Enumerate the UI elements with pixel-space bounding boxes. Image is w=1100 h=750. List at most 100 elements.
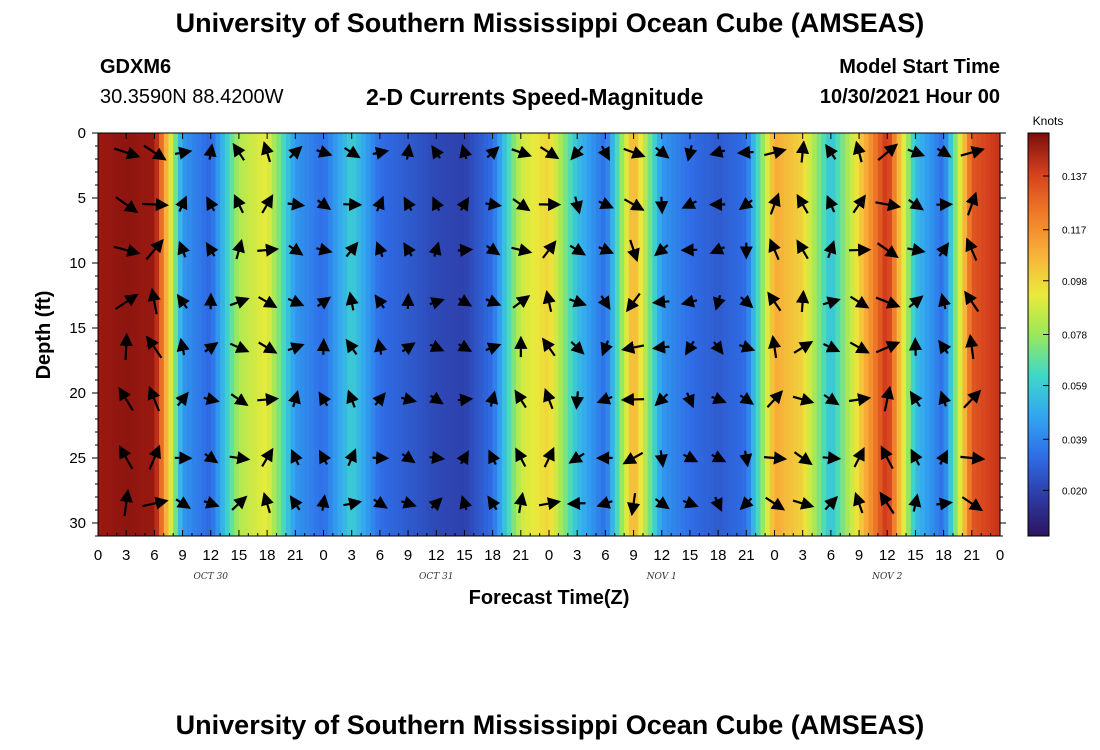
heatmap-cell [426,133,433,536]
current-vector [964,290,980,313]
x-tick-label: 18 [484,547,501,564]
heatmap-cell [628,133,635,536]
current-vector [880,385,894,412]
current-vector [684,145,698,162]
heatmap-cell [393,133,400,536]
current-vector [654,496,670,510]
current-vector [374,294,388,309]
x-tick-label: 0 [94,547,102,564]
current-vector [261,491,274,514]
heatmap-cell [417,133,423,536]
current-vector [203,143,217,160]
current-vector [143,144,167,161]
current-vector [290,449,303,466]
heatmap-cell [765,133,771,536]
heatmap-cell [619,133,625,536]
current-vector [764,146,787,160]
current-vector [682,450,699,463]
heatmap-cell [938,133,945,536]
heatmap-cell [276,133,282,536]
current-vector [403,242,416,257]
current-vector [908,295,924,309]
current-vector [459,143,472,160]
current-vector [875,296,901,309]
current-vector [401,392,418,405]
colorbar-tick-label: 0.020 [1062,486,1087,497]
colorbar-units: Knots [1033,114,1064,128]
heatmap-cell [882,133,888,536]
heatmap-cell [633,133,639,536]
heatmap-cell [469,133,475,536]
chart-subtitle: 2-D Currents Speed-Magnitude [366,84,704,110]
current-vector [316,494,330,511]
heatmap-cell [539,133,545,536]
heatmap-cell [234,133,240,536]
current-vector [119,332,133,361]
heatmap-cell [962,133,968,536]
current-vector [597,145,610,161]
current-vector [596,496,613,509]
current-vector [148,444,161,470]
heatmap-cell [906,133,912,536]
current-vector [598,242,615,255]
heatmap-cell [934,133,940,536]
current-vector [651,340,670,354]
current-vector [230,393,249,407]
heatmap-cell [173,133,179,536]
current-vector [908,493,922,512]
x-tick-label: 21 [512,547,529,564]
current-vector [231,495,248,511]
heatmap-cell [487,133,494,536]
current-vector [738,196,754,211]
current-vector [318,449,332,465]
heatmap-cell [779,133,785,536]
heatmap-layer [98,133,1001,536]
current-vector [907,145,926,158]
current-vector [795,289,810,313]
heatmap-cell [408,133,414,536]
current-vector [825,194,839,213]
currents-chart: 0 3 6 9 12 15 18 21 0 3 6 9 12 15 18 21 0 3 6 9 12 15 18 21 0 3 6 9… [33,114,1087,609]
x-tick-label: 21 [738,547,755,564]
current-vector [541,337,556,357]
heatmap-cell [783,133,790,536]
heatmap-cell [140,133,146,536]
current-vector [205,242,219,257]
heatmap-cell [929,133,935,536]
current-vector [487,495,501,511]
current-vector [711,391,727,405]
heatmap-cell [943,133,949,536]
heatmap-cell [318,133,325,536]
current-vector [485,342,502,355]
current-vector [431,144,445,160]
current-vector [203,342,219,356]
current-vector [457,339,473,352]
current-vector [175,391,189,407]
y-axis-label: Depth (ft) [33,291,55,380]
current-vector [374,338,388,355]
current-vector [875,198,902,212]
heatmap-cell [685,133,691,536]
heatmap-cell [497,133,503,536]
current-vector [908,337,923,356]
current-vector [401,495,417,509]
heatmap-cell [840,133,846,536]
heatmap-cell [506,133,513,536]
heatmap-cell [332,133,339,536]
heatmap-cell [309,133,315,536]
heatmap-cell [722,133,729,536]
x-tick-label: 0 [996,547,1004,564]
current-vector [203,450,219,464]
day-label: NOV 2 [871,572,902,582]
current-vector [288,242,304,256]
current-vector [739,391,755,405]
heatmap-cell [356,133,362,536]
current-vector [229,451,251,465]
heatmap-cell [821,133,827,536]
current-vector [316,296,332,310]
heatmap-cell [440,133,447,536]
current-vector [543,388,556,410]
current-vector [848,243,872,257]
current-vector [288,389,301,408]
current-vector [853,491,866,514]
